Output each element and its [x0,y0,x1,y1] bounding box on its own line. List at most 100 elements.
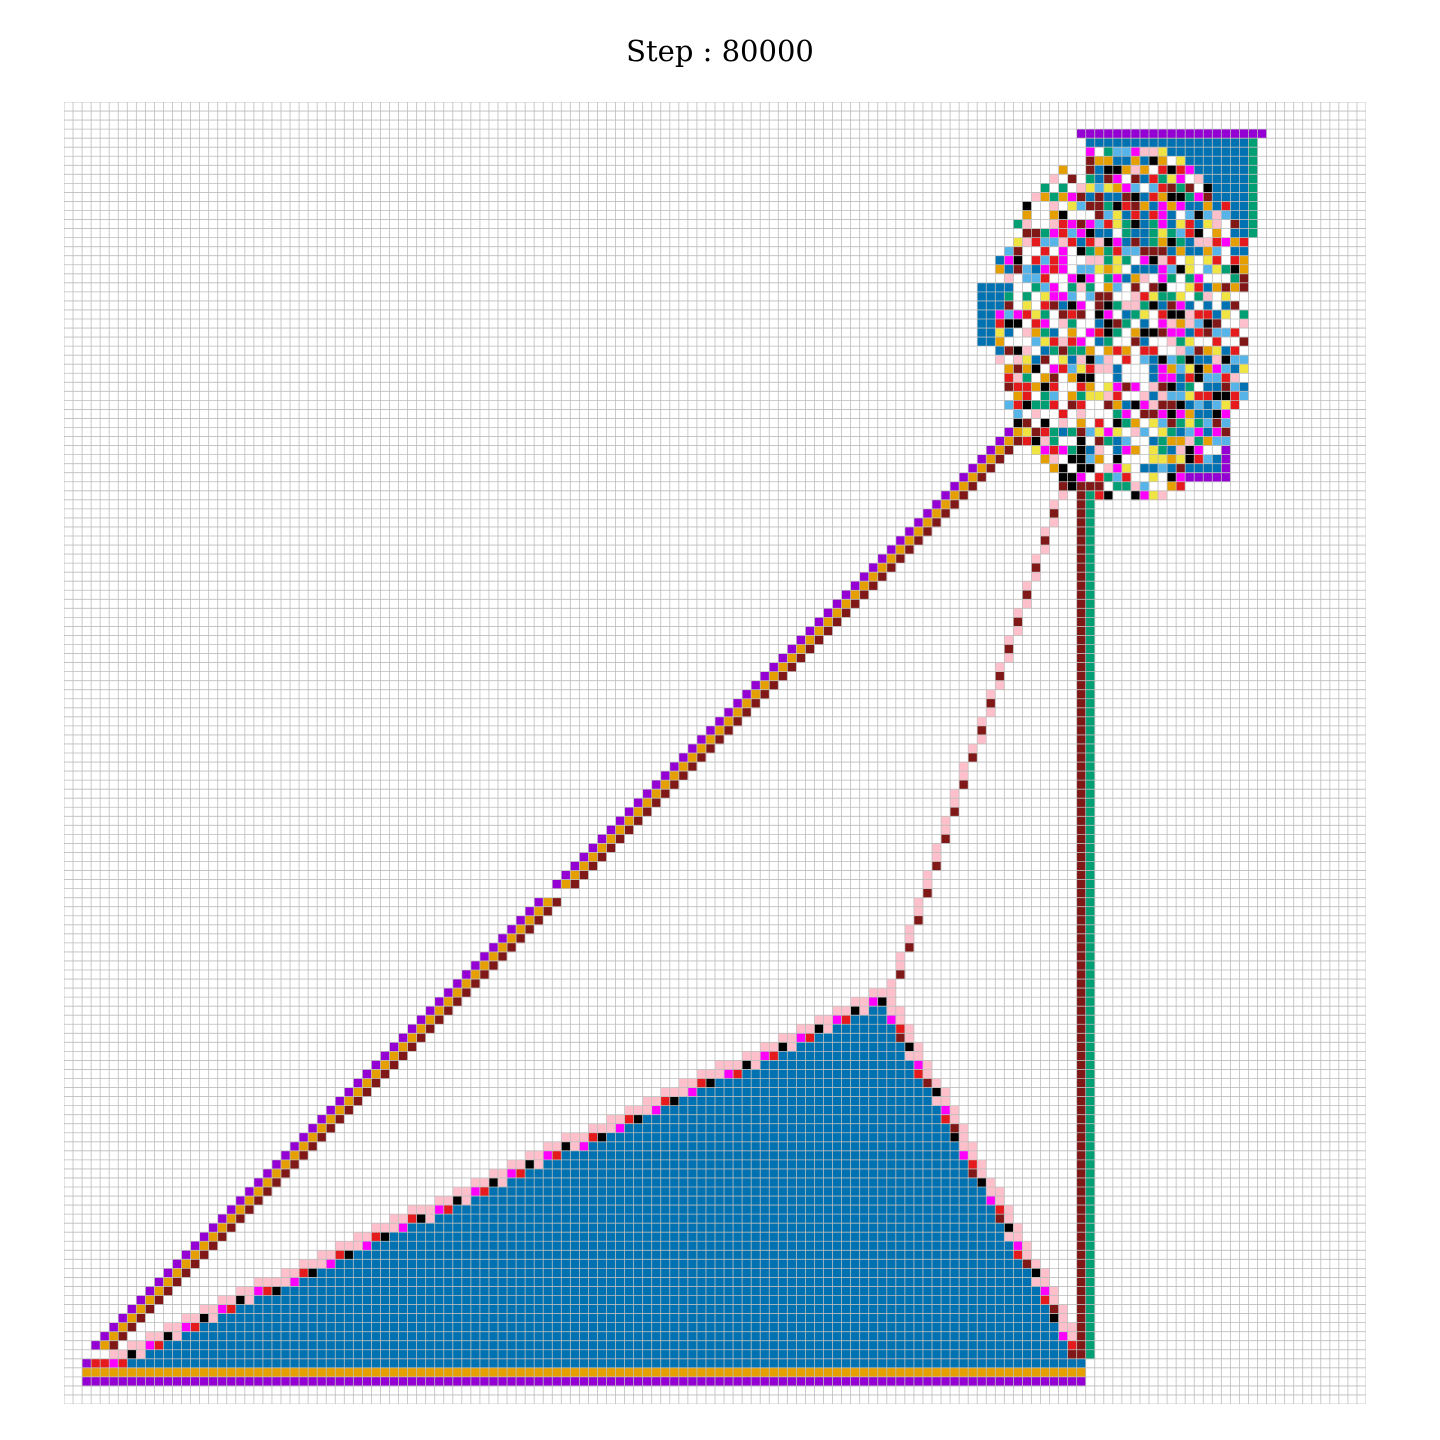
grid-cell [1230,300,1240,311]
grid-cell [796,1376,806,1387]
grid-cell [1094,129,1105,139]
grid-cell [805,1286,815,1296]
grid-cell [977,1304,987,1314]
grid-cell [1149,346,1159,356]
grid-cell [1085,1105,1096,1115]
grid-cell [687,1268,698,1278]
grid-cell [1103,273,1114,284]
grid-cell [913,1060,924,1070]
grid-cell [552,1367,562,1378]
grid-cell [1239,183,1249,193]
grid-cell [579,1268,589,1278]
grid-cell [733,1331,743,1342]
grid-cell [606,1367,616,1378]
grid-cell [1149,409,1159,419]
grid-cell [950,1205,960,1215]
grid-cell [588,1141,598,1152]
grid-cell [588,1223,598,1233]
grid-cell [796,1141,806,1152]
grid-cell [452,1277,463,1287]
grid-cell [796,1132,806,1143]
grid-cell [1230,364,1240,374]
grid-cell [461,970,472,980]
grid-cell [995,1250,1005,1260]
grid-cell [941,1322,951,1332]
grid-cell [850,1060,860,1070]
grid-cell [290,1159,300,1170]
grid-cell [416,1331,426,1342]
grid-cell [425,1295,436,1305]
grid-cell [552,1304,562,1314]
grid-cell [868,1367,879,1378]
grid-cell [479,1223,490,1233]
grid-cell [1112,472,1123,483]
grid-cell [217,1358,228,1369]
grid-cell [163,1286,173,1296]
grid-cell [913,1232,924,1242]
grid-cell [290,1150,300,1161]
grid-cell [1212,291,1222,302]
grid-cell [1085,545,1096,555]
grid-cell [1058,282,1068,293]
grid-cell [787,1069,797,1079]
grid-cell [904,1051,915,1061]
grid-cell [1031,1349,1041,1360]
grid-cell [615,1358,625,1369]
grid-cell [941,1367,951,1378]
grid-cell [904,924,915,935]
grid-cell [877,1015,888,1025]
grid-cell [633,1358,643,1369]
grid-cell [624,1322,634,1332]
grid-cell [561,1259,571,1269]
grid-cell [1139,228,1150,238]
grid-cell [1031,319,1041,329]
grid-cell [1067,1367,1077,1378]
grid-cell [1004,273,1014,284]
grid-cell [470,1358,481,1369]
grid-cell [751,1177,761,1188]
grid-cell [1076,1150,1087,1161]
grid-cell [922,1295,933,1305]
grid-cell [470,1223,481,1233]
grid-cell [1149,291,1159,302]
grid-cell [407,1313,417,1323]
grid-cell [1221,373,1231,383]
grid-cell [597,1223,607,1233]
grid-cell [814,626,824,636]
grid-cell [669,1277,680,1287]
grid-cell [877,1205,888,1215]
grid-cell [1004,1376,1014,1387]
grid-cell [407,1322,417,1332]
grid-cell [516,1340,526,1351]
grid-cell [1076,1177,1087,1188]
grid-cell [398,1042,408,1052]
grid-cell [968,1304,978,1314]
grid-cell [1013,255,1023,266]
grid-cell [1239,192,1249,202]
grid-cell [859,1033,870,1043]
grid-cell [145,1331,155,1342]
grid-cell [380,1313,390,1323]
grid-cell [1085,861,1096,871]
grid-cell [959,1331,969,1342]
grid-cell [579,870,589,880]
grid-cell [1194,237,1204,247]
grid-cell [778,1159,788,1170]
grid-cell [1031,309,1041,320]
grid-cell [1130,400,1141,410]
grid-cell [488,1168,499,1179]
grid-cell [805,1114,815,1125]
grid-cell [868,997,879,1007]
grid-cell [778,1114,788,1125]
grid-cell [877,1223,888,1233]
grid-cell [579,861,589,871]
grid-cell [1185,273,1195,284]
grid-cell [1257,129,1267,139]
grid-cell [335,1250,345,1260]
step-counter: Step : 80000 [626,34,814,68]
grid-cell [886,1376,897,1387]
grid-cell [796,1241,806,1251]
grid-cell [660,1340,671,1351]
grid-cell [859,1060,870,1070]
grid-cell [498,1196,508,1206]
